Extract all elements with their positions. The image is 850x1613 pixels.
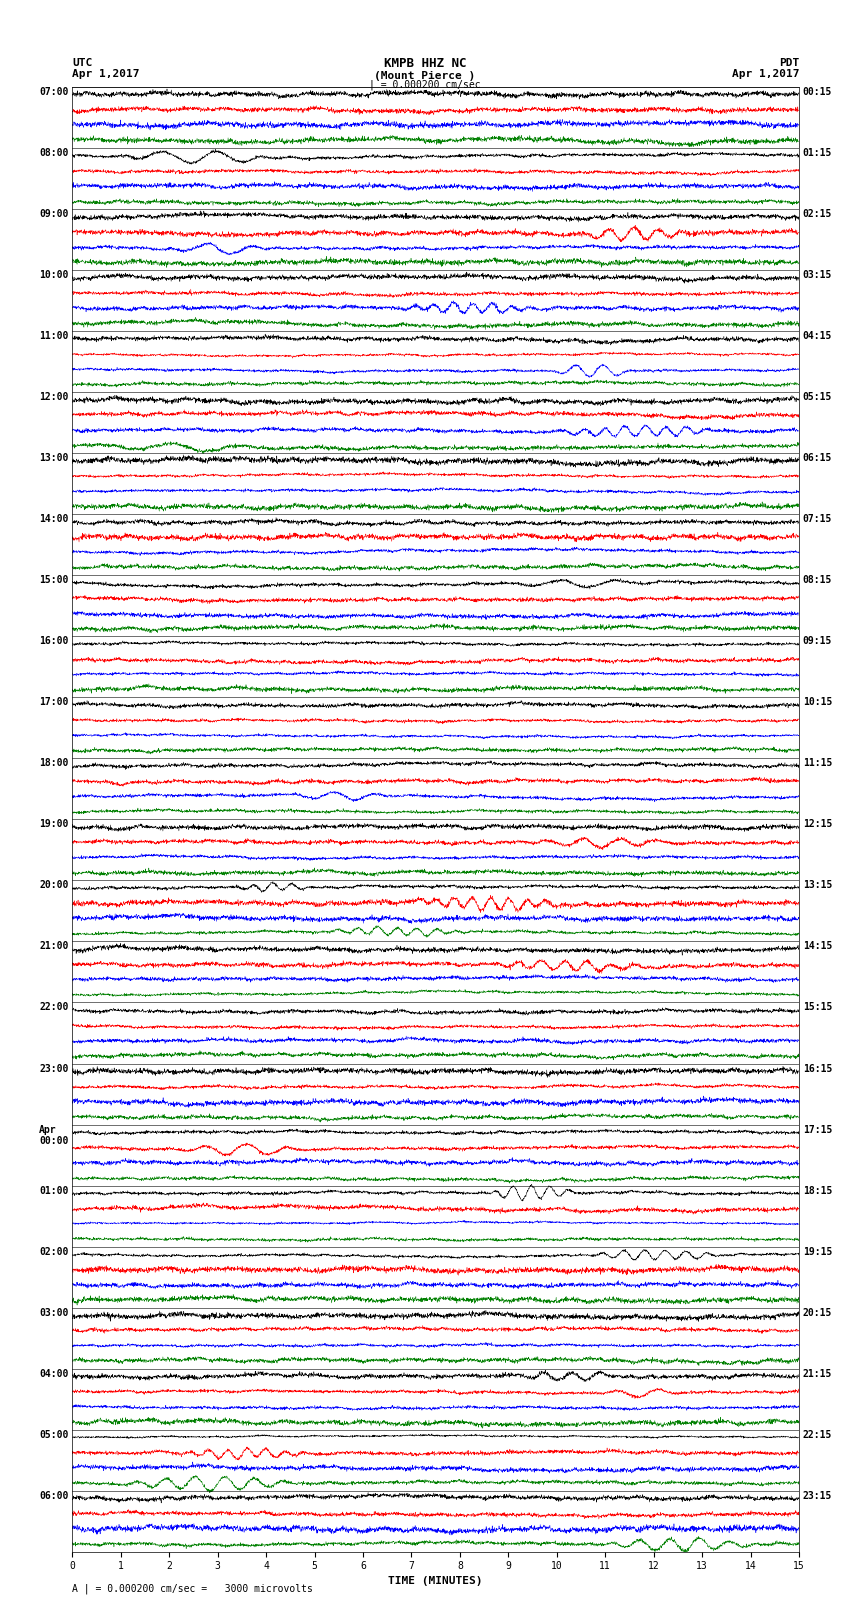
Text: 15:00: 15:00	[39, 576, 69, 586]
Text: 17:00: 17:00	[39, 697, 69, 708]
Text: 21:00: 21:00	[39, 942, 69, 952]
Text: 07:00: 07:00	[39, 87, 69, 97]
Text: Apr 1,2017: Apr 1,2017	[732, 69, 799, 79]
Text: 03:00: 03:00	[39, 1308, 69, 1318]
Text: 14:15: 14:15	[802, 942, 832, 952]
Text: 23:00: 23:00	[39, 1063, 69, 1074]
Text: 15:15: 15:15	[802, 1003, 832, 1013]
Text: 13:15: 13:15	[802, 881, 832, 890]
Text: 03:15: 03:15	[802, 269, 832, 281]
Text: 11:15: 11:15	[802, 758, 832, 768]
Text: KMPB HHZ NC: KMPB HHZ NC	[383, 56, 467, 71]
Text: 23:15: 23:15	[802, 1490, 832, 1500]
Text: 00:15: 00:15	[802, 87, 832, 97]
Text: 13:00: 13:00	[39, 453, 69, 463]
Text: Apr
00:00: Apr 00:00	[39, 1124, 69, 1147]
Text: 22:15: 22:15	[802, 1429, 832, 1440]
Text: 20:15: 20:15	[802, 1308, 832, 1318]
Text: 16:00: 16:00	[39, 636, 69, 647]
Text: 22:00: 22:00	[39, 1003, 69, 1013]
Text: 02:00: 02:00	[39, 1247, 69, 1257]
Text: Apr 1,2017: Apr 1,2017	[72, 69, 139, 79]
Text: 12:00: 12:00	[39, 392, 69, 402]
Text: 01:00: 01:00	[39, 1186, 69, 1195]
Text: 12:15: 12:15	[802, 819, 832, 829]
Text: 04:00: 04:00	[39, 1368, 69, 1379]
Text: 16:15: 16:15	[802, 1063, 832, 1074]
Text: 18:00: 18:00	[39, 758, 69, 768]
Text: A | = 0.000200 cm/sec =   3000 microvolts: A | = 0.000200 cm/sec = 3000 microvolts	[72, 1582, 313, 1594]
Text: 06:00: 06:00	[39, 1490, 69, 1500]
Text: 10:00: 10:00	[39, 269, 69, 281]
Text: 17:15: 17:15	[802, 1124, 832, 1134]
Text: 06:15: 06:15	[802, 453, 832, 463]
Text: 21:15: 21:15	[802, 1368, 832, 1379]
Text: 01:15: 01:15	[802, 148, 832, 158]
Text: 09:00: 09:00	[39, 210, 69, 219]
Text: 11:00: 11:00	[39, 331, 69, 342]
Text: UTC: UTC	[72, 58, 93, 68]
Text: 05:15: 05:15	[802, 392, 832, 402]
Text: 02:15: 02:15	[802, 210, 832, 219]
Text: | = 0.000200 cm/sec: | = 0.000200 cm/sec	[369, 79, 481, 90]
Text: 14:00: 14:00	[39, 515, 69, 524]
Text: PDT: PDT	[779, 58, 799, 68]
Text: 04:15: 04:15	[802, 331, 832, 342]
Text: 09:15: 09:15	[802, 636, 832, 647]
Text: 20:00: 20:00	[39, 881, 69, 890]
Text: 05:00: 05:00	[39, 1429, 69, 1440]
Text: 18:15: 18:15	[802, 1186, 832, 1195]
Text: 10:15: 10:15	[802, 697, 832, 708]
Text: 07:15: 07:15	[802, 515, 832, 524]
Text: 19:15: 19:15	[802, 1247, 832, 1257]
Text: 08:15: 08:15	[802, 576, 832, 586]
Text: (Mount Pierce ): (Mount Pierce )	[374, 71, 476, 81]
Text: 19:00: 19:00	[39, 819, 69, 829]
X-axis label: TIME (MINUTES): TIME (MINUTES)	[388, 1576, 483, 1586]
Text: 08:00: 08:00	[39, 148, 69, 158]
